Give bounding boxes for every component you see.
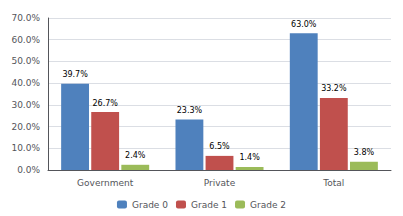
svg-text:3.8%: 3.8% xyxy=(354,148,375,157)
svg-text:Government: Government xyxy=(77,178,134,188)
svg-text:1.4%: 1.4% xyxy=(239,153,260,162)
svg-text:Grade 2: Grade 2 xyxy=(250,200,286,210)
svg-text:10.0%: 10.0% xyxy=(11,143,40,153)
svg-text:Private: Private xyxy=(204,178,236,188)
svg-text:70.0%: 70.0% xyxy=(11,13,40,23)
svg-text:40.0%: 40.0% xyxy=(11,78,40,88)
svg-text:26.7%: 26.7% xyxy=(92,99,118,108)
svg-text:33.2%: 33.2% xyxy=(321,84,347,93)
svg-text:20.0%: 20.0% xyxy=(11,122,40,132)
svg-text:63.0%: 63.0% xyxy=(291,20,317,29)
svg-text:Total: Total xyxy=(322,178,344,188)
svg-text:23.3%: 23.3% xyxy=(177,106,203,115)
svg-text:Grade 0: Grade 0 xyxy=(132,200,168,210)
svg-text:Grade 1: Grade 1 xyxy=(191,200,227,210)
svg-text:30.0%: 30.0% xyxy=(11,100,40,110)
svg-text:2.4%: 2.4% xyxy=(125,151,146,160)
svg-text:6.5%: 6.5% xyxy=(209,142,230,151)
svg-text:50.0%: 50.0% xyxy=(11,56,40,66)
svg-text:39.7%: 39.7% xyxy=(62,70,88,79)
svg-text:0.0%: 0.0% xyxy=(17,165,40,175)
svg-text:60.0%: 60.0% xyxy=(11,35,40,45)
